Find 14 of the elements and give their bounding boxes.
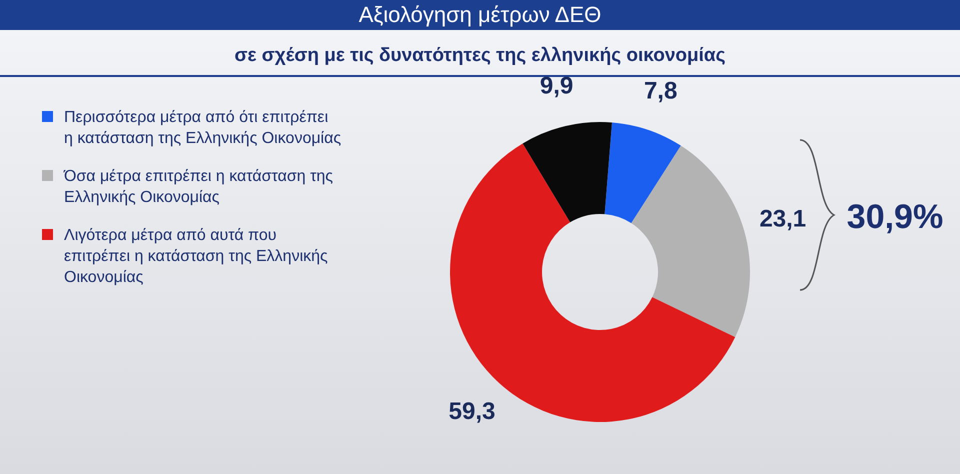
data-label: 59,3 bbox=[448, 398, 496, 425]
chart-title: Αξιολόγηση μέτρων ΔΕΘ bbox=[358, 2, 602, 27]
donut-slice bbox=[631, 146, 750, 338]
legend-label: Περισσότερα μέτρα από ότι επιτρέπει η κατάσταση της Ελληνικής Οικονομίας bbox=[64, 109, 342, 147]
legend-label: Όσα μέτρα επιτρέπει η κατάσταση της Ελληνικής Οικονομίας bbox=[63, 168, 334, 206]
donut-slice bbox=[604, 122, 681, 224]
legend-label: Λιγότερα μέτρα από αυτά που επιτρέπει η κατάσταση της Ελληνικής Οικονομίας bbox=[64, 227, 328, 286]
data-label: 9,9 bbox=[540, 72, 574, 100]
chart-subtitle: σε σχέση με τις δυνατότητες της ελληνικής οικονομίας bbox=[234, 45, 726, 66]
donut-slice bbox=[450, 143, 736, 422]
text: 30,9% bbox=[846, 198, 944, 236]
data-label: 7,8 bbox=[644, 77, 678, 104]
data-label: 23,1 bbox=[759, 206, 806, 233]
donut-slice bbox=[522, 122, 612, 222]
